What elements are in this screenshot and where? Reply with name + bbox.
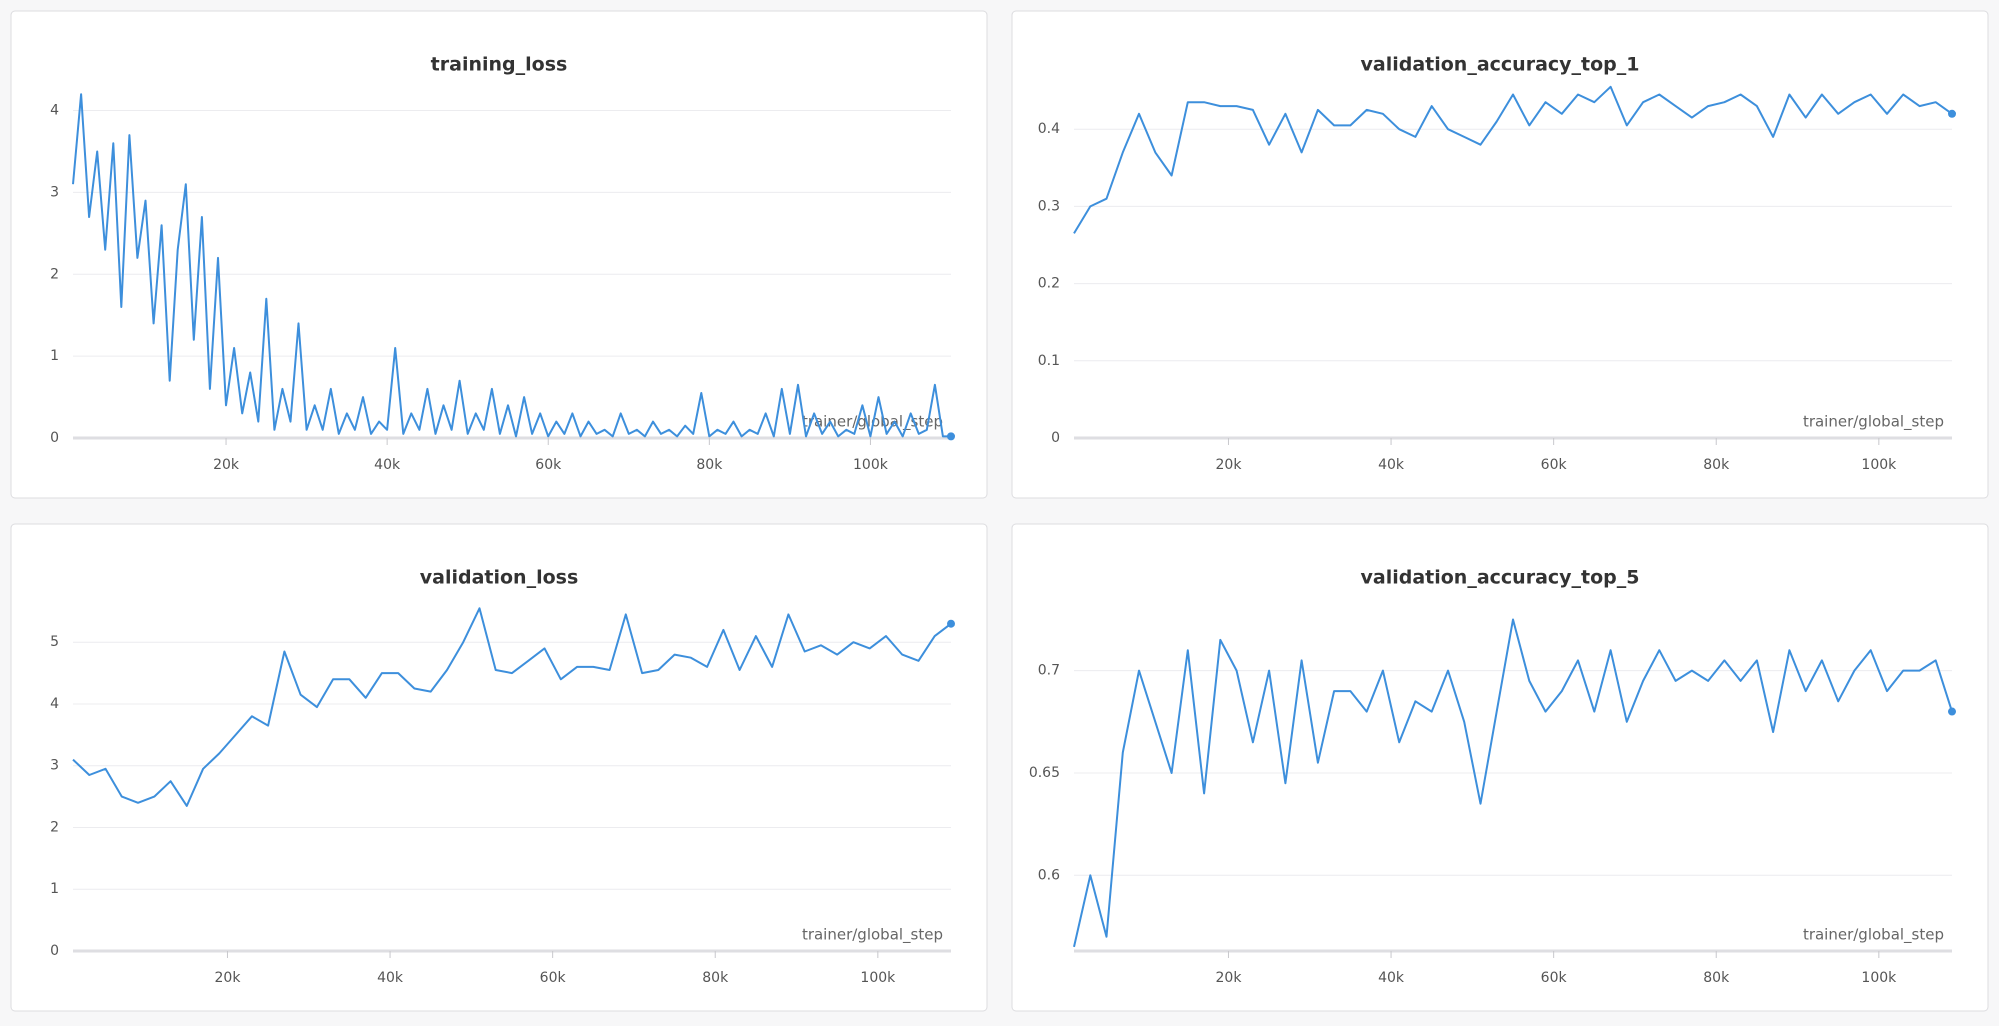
x-tick-label: 40k bbox=[377, 970, 404, 986]
y-tick-label: 0.4 bbox=[1038, 121, 1060, 137]
x-tick-label: 20k bbox=[1216, 970, 1243, 986]
last-point bbox=[947, 432, 955, 441]
last-point bbox=[947, 619, 955, 628]
chart-panel: validation_accuracy_top_5 0.6 0.65 0.7 20k 40… bbox=[1011, 523, 1989, 1012]
chart-title: validation_loss bbox=[420, 567, 579, 589]
x-tick-label: 20k bbox=[213, 457, 240, 473]
x-tick-label: 100k bbox=[1861, 457, 1897, 473]
y-tick-label: 2 bbox=[50, 266, 59, 282]
x-tick-label: 60k bbox=[535, 457, 562, 473]
x-tick-label: 80k bbox=[696, 457, 723, 473]
y-tick-label: 0.6 bbox=[1038, 867, 1060, 883]
x-axis-label: trainer/global_step bbox=[1803, 413, 1944, 432]
last-point bbox=[1948, 707, 1956, 716]
x-tick-label: 100k bbox=[853, 457, 889, 473]
y-tick-label: 0.1 bbox=[1038, 353, 1060, 369]
y-tick-label: 3 bbox=[50, 758, 59, 774]
y-tick-label: 0.3 bbox=[1038, 198, 1060, 214]
chart-title: validation_accuracy_top_1 bbox=[1361, 54, 1640, 76]
data-line bbox=[1073, 85, 1953, 234]
x-tick-label: 20k bbox=[215, 970, 242, 986]
y-tick-label: 4 bbox=[50, 103, 59, 119]
y-tick-label: 0 bbox=[50, 943, 59, 959]
chart-panel: validation_loss 0 1 2 3 4 5 20k 40k 60k 80k 100k tra… bbox=[10, 523, 988, 1012]
y-tick-label: 5 bbox=[50, 634, 59, 650]
y-tick-label: 0.65 bbox=[1029, 765, 1060, 781]
panel-card bbox=[10, 10, 988, 499]
data-line bbox=[72, 607, 952, 807]
last-point bbox=[1948, 109, 1956, 118]
y-tick-label: 4 bbox=[50, 696, 59, 712]
chart-panel: validation_accuracy_top_1 0 0.1 0.2 0.3 0.4 20… bbox=[1011, 10, 1989, 499]
data-line bbox=[1073, 618, 1953, 948]
chart-title: training_loss bbox=[431, 54, 568, 76]
data-line bbox=[72, 93, 951, 438]
x-tick-label: 60k bbox=[1541, 970, 1568, 986]
x-tick-label: 80k bbox=[1703, 970, 1730, 986]
x-tick-label: 60k bbox=[1541, 457, 1568, 473]
y-tick-label: 0.7 bbox=[1038, 663, 1060, 679]
y-tick-label: 3 bbox=[50, 184, 59, 200]
x-tick-label: 40k bbox=[374, 457, 401, 473]
x-tick-label: 20k bbox=[1216, 457, 1243, 473]
panel-card bbox=[1011, 10, 1989, 499]
y-tick-label: 1 bbox=[50, 348, 59, 364]
x-axis-label: trainer/global_step bbox=[1803, 926, 1944, 945]
x-tick-label: 100k bbox=[860, 970, 896, 986]
y-tick-label: 0 bbox=[50, 430, 59, 446]
x-tick-label: 80k bbox=[702, 970, 729, 986]
x-tick-label: 100k bbox=[1861, 970, 1897, 986]
x-tick-label: 40k bbox=[1378, 970, 1405, 986]
y-tick-label: 0 bbox=[1051, 430, 1060, 446]
y-tick-label: 0.2 bbox=[1038, 276, 1060, 292]
x-tick-label: 40k bbox=[1378, 457, 1405, 473]
y-tick-label: 1 bbox=[50, 881, 59, 897]
y-tick-label: 2 bbox=[50, 819, 59, 835]
x-axis-label: trainer/global_step bbox=[802, 926, 943, 945]
panel-card bbox=[1011, 523, 1989, 1012]
chart-title: validation_accuracy_top_5 bbox=[1361, 567, 1640, 589]
x-tick-label: 80k bbox=[1703, 457, 1730, 473]
x-tick-label: 60k bbox=[540, 970, 567, 986]
